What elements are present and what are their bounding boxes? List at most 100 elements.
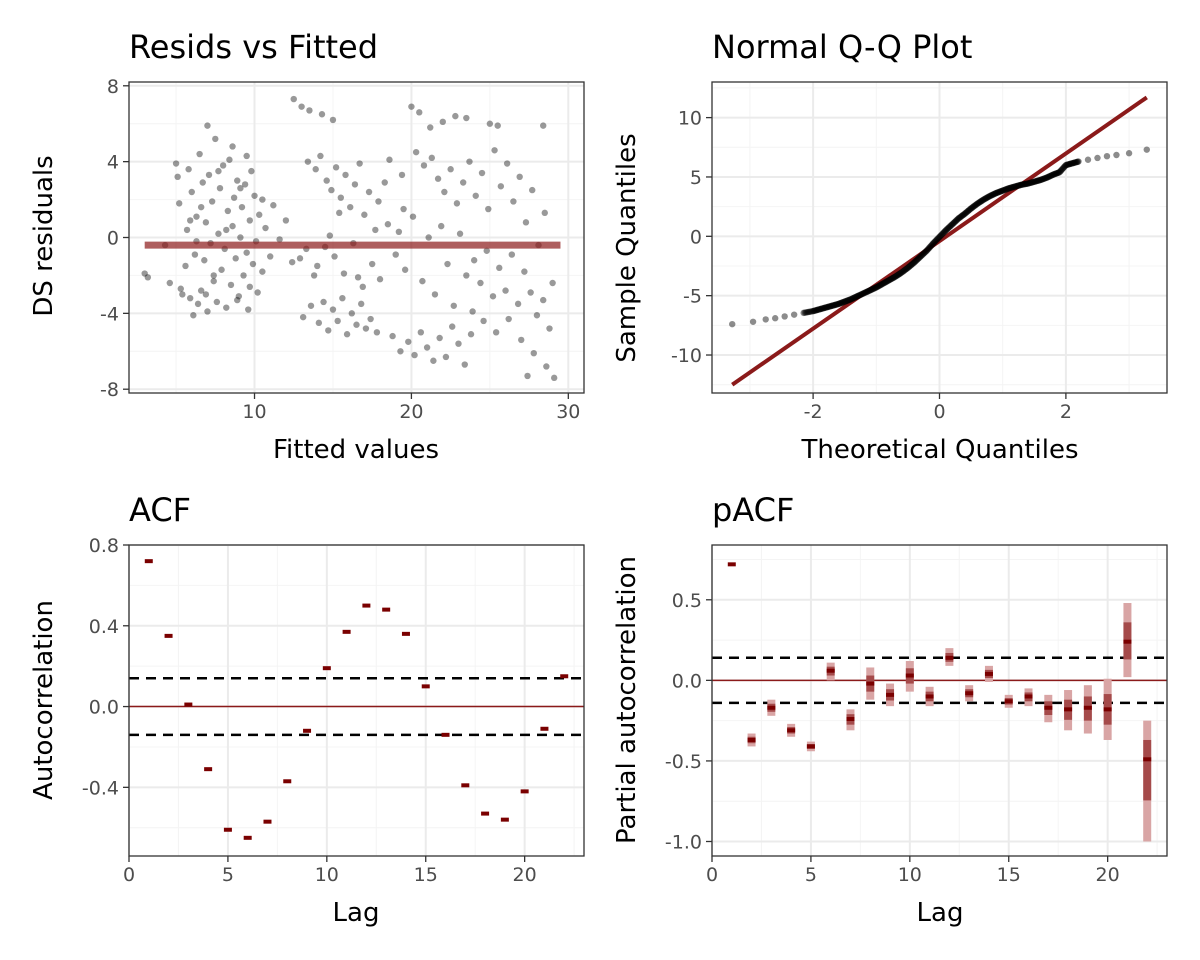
acf-value-mark (401, 631, 410, 636)
qq-point (924, 246, 931, 253)
acf-value-mark (342, 629, 351, 634)
acf-value-mark (322, 666, 331, 671)
residual-point (416, 109, 423, 116)
y-tick-label: 0.0 (672, 670, 702, 692)
qq-point (1005, 185, 1012, 192)
qq-point (947, 222, 954, 230)
x-tick-label: 20 (513, 864, 537, 886)
residual-point (392, 251, 399, 258)
qq-point (762, 316, 769, 323)
residual-point (373, 329, 381, 336)
qq-point (961, 210, 968, 217)
qq-point (1042, 174, 1050, 182)
qq-point (749, 318, 757, 325)
qq-point (933, 236, 941, 243)
y-tick-label: 8 (107, 76, 119, 98)
pacf-value-mark (1143, 757, 1152, 762)
qq-point (828, 302, 836, 309)
residual-point (243, 152, 250, 160)
qq-point (901, 266, 908, 274)
qq-point (790, 311, 798, 318)
qq-point (821, 304, 829, 311)
qq-point (1036, 176, 1044, 184)
qq-point (881, 279, 889, 286)
residual-point (329, 116, 337, 124)
qq-point (1011, 183, 1018, 190)
qq-point (904, 264, 912, 271)
residual-point (340, 270, 348, 277)
qq-point (922, 248, 929, 256)
qq-point (824, 303, 831, 311)
residual-point (354, 274, 362, 281)
panel-pacf: pACF Lag Partial autocorrelation 0 5 10 15 2… (612, 491, 1168, 928)
qq-point (884, 277, 891, 285)
qq-point (948, 221, 956, 228)
pacf-value-mark (866, 681, 875, 686)
qq-point (965, 207, 972, 214)
qq-point (978, 197, 985, 205)
qq-point (835, 300, 842, 308)
pacf-value-mark (905, 673, 914, 678)
residual-point (522, 219, 530, 226)
qq-point (1043, 174, 1051, 181)
qq-point (990, 190, 998, 198)
pacf-xticks: 0 5 10 15 20 (706, 856, 1120, 886)
qq-point (1014, 182, 1021, 189)
residual-point (229, 222, 236, 230)
acf-value-mark (164, 633, 173, 638)
residual-point (210, 277, 217, 285)
residual-point (362, 325, 370, 332)
residual-point (290, 95, 297, 103)
qq-point (1069, 159, 1077, 167)
qq-point (1064, 161, 1071, 168)
qq-point (847, 296, 855, 303)
qq-point (900, 267, 908, 274)
qq-point (845, 296, 852, 304)
x-tick-label: 2 (1060, 401, 1072, 423)
qq-panel-border (711, 81, 1168, 394)
qq-point (903, 265, 911, 272)
qq-point (843, 297, 850, 305)
qq-point (914, 256, 921, 263)
qq-point (892, 273, 899, 280)
qq-point (899, 268, 907, 275)
pacf-value-mark (1123, 639, 1132, 644)
residual-point (245, 306, 252, 313)
qq-point (925, 245, 932, 252)
qq-point (987, 192, 995, 199)
qq-point (896, 270, 904, 277)
residual-point (230, 194, 238, 201)
residual-point (439, 118, 446, 126)
qq-point (1008, 184, 1015, 191)
qq-point (993, 189, 1000, 197)
residual-point (438, 222, 445, 230)
qq-point (940, 229, 947, 237)
acf-ylabel: Autocorrelation (29, 600, 59, 800)
qq-point (1053, 169, 1061, 177)
qq-point (885, 277, 893, 284)
pacf-value-mark (886, 692, 895, 697)
qq-point (1038, 176, 1045, 183)
qq-point (918, 251, 926, 259)
residual-point (194, 300, 202, 308)
qq-point (1044, 173, 1051, 181)
residual-point (288, 258, 296, 266)
qq-point (968, 204, 976, 212)
qq-point (879, 280, 886, 287)
qq-point (856, 291, 863, 299)
qq-point (894, 271, 901, 279)
qq-point (1066, 160, 1074, 168)
residual-point (400, 205, 407, 213)
qq-point (1061, 162, 1069, 170)
residual-point (323, 177, 330, 184)
qq-point (810, 307, 818, 315)
pacf-value-mark (1004, 699, 1013, 704)
residual-point (237, 234, 244, 241)
qq-point (819, 305, 826, 312)
qq-point (854, 293, 861, 300)
qq-point (1023, 180, 1031, 187)
qq-point (1056, 169, 1063, 176)
residual-point (246, 217, 254, 224)
y-tick-label: 0 (107, 228, 119, 250)
qq-point (899, 268, 906, 276)
